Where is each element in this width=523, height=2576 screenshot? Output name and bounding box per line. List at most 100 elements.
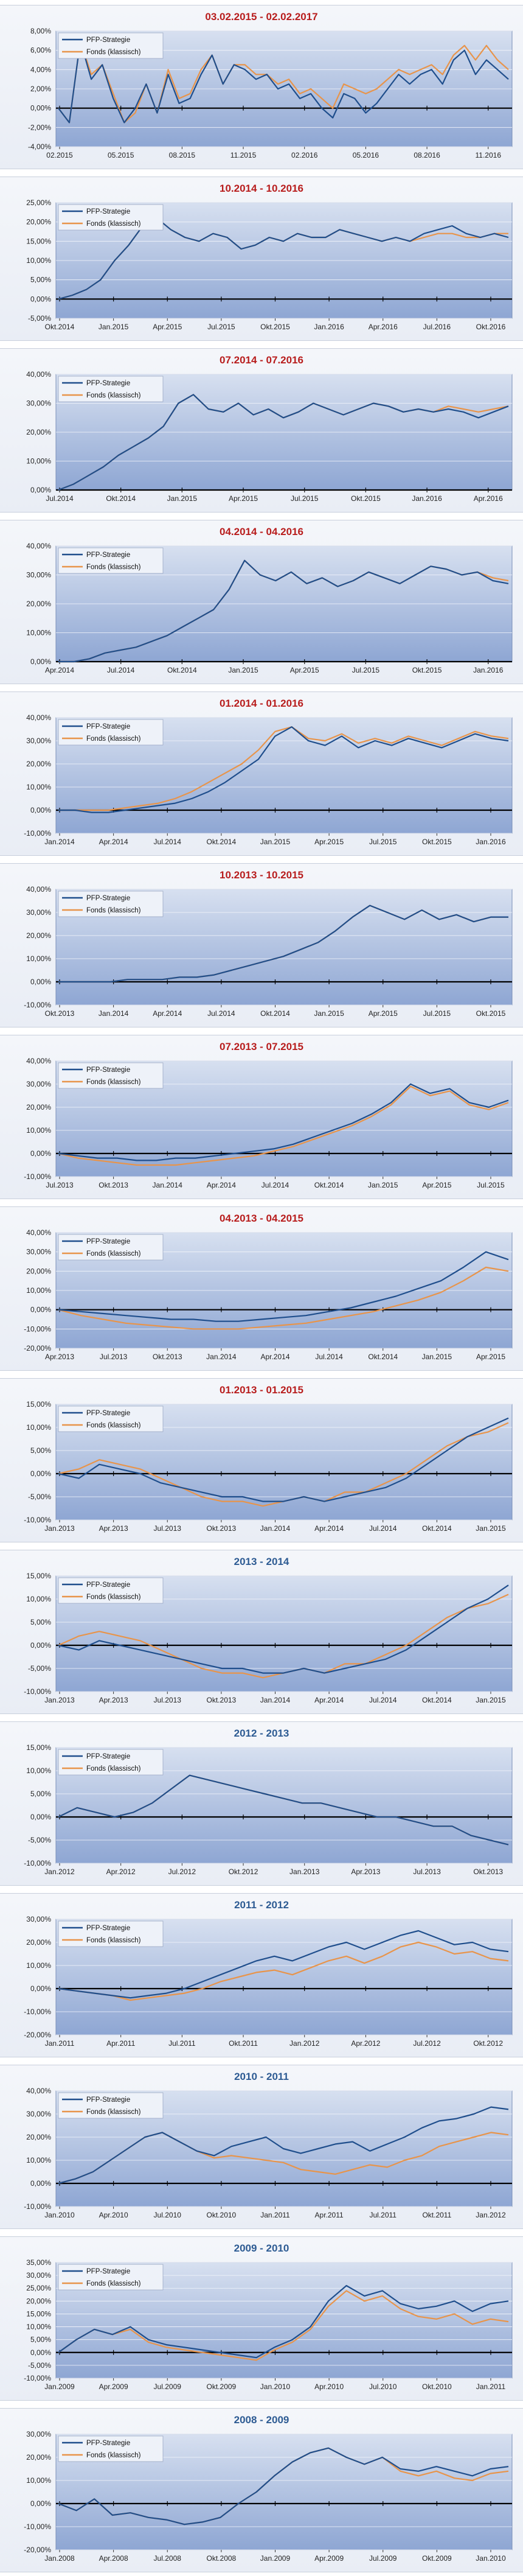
x-tick-label: Apr.2009: [99, 2382, 128, 2391]
legend-box: [58, 1062, 164, 1089]
legend: PFP-Strategie Fonds (klassisch): [58, 1405, 164, 1432]
y-tick-label: 40,00%: [26, 542, 51, 550]
y-tick-label: 10,00%: [26, 1766, 51, 1775]
y-tick-label: -10,00%: [24, 1516, 51, 1524]
x-tick-label: Okt.2014: [260, 1009, 290, 1018]
x-tick-label: Jan.2016: [314, 323, 344, 331]
y-tick-label: 30,00%: [26, 737, 51, 745]
x-tick-label: Jan.2015: [167, 494, 198, 503]
line-chart: 2009 - 2010 35,00% 30,00% 25,00% 20,00% 15,00…: [24, 2242, 513, 2391]
legend-label-pfp: PFP-Strategie: [86, 2096, 130, 2104]
line-chart: 04.2013 - 04.2015 40,00% 30,00% 20,00% 10,00…: [24, 1213, 513, 1361]
line-chart: 2010 - 2011 40,00% 30,00% 20,00% 10,00% 0,00%…: [24, 2071, 513, 2219]
x-tick-label: Jul.2013: [46, 1181, 74, 1189]
legend-box: [58, 891, 164, 917]
chart-title: 10.2013 - 10.2015: [220, 869, 303, 881]
x-tick-label: Apr.2015: [290, 666, 319, 674]
x-tick-label: Apr.2012: [106, 1867, 136, 1876]
series-line-pfp-strategie: [58, 1930, 509, 1999]
x-tick-label: Okt.2014: [368, 1353, 398, 1361]
legend-label-pfp: PFP-Strategie: [86, 208, 130, 215]
x-tick-label: Apr.2013: [99, 1524, 128, 1533]
y-tick-label: 4,00%: [30, 65, 51, 74]
series-line-pfp-strategie: [58, 217, 509, 300]
y-tick-label: 30,00%: [26, 1915, 51, 1923]
legend-box: [58, 1577, 164, 1604]
x-tick-label: Jan.2015: [99, 323, 129, 331]
series-line-pfp-strategie: [58, 2106, 509, 2185]
chart-panel: 10.2013 - 10.2015 40,00% 30,00% 20,00% 10,00…: [0, 863, 523, 1027]
y-tick-label: -10,00%: [24, 829, 51, 838]
y-tick-label: -10,00%: [24, 2522, 51, 2531]
legend: PFP-Strategie Fonds (klassisch): [58, 376, 164, 402]
x-tick-label: Jan.2013: [44, 1696, 75, 1704]
x-tick-label: Okt.2013: [207, 1696, 237, 1704]
x-tick-label: Jul.2014: [262, 1181, 289, 1189]
y-tick-label: -5,00%: [28, 1836, 51, 1844]
legend-label-fonds: Fonds (klassisch): [86, 1250, 141, 1258]
legend: PFP-Strategie Fonds (klassisch): [58, 1234, 164, 1261]
y-tick-label: 20,00%: [26, 760, 51, 768]
y-tick-label: 20,00%: [26, 428, 51, 436]
y-tick-label: 40,00%: [26, 2087, 51, 2095]
x-tick-label: Jul.2015: [291, 494, 319, 503]
legend-label-fonds: Fonds (klassisch): [86, 735, 141, 743]
series-line-fonds-klassisch: [58, 2290, 509, 2361]
x-tick-label: Apr.2014: [207, 1181, 236, 1189]
legend-label-fonds: Fonds (klassisch): [86, 1765, 141, 1773]
legend-label-pfp: PFP-Strategie: [86, 1925, 130, 1932]
chart-title: 07.2013 - 07.2015: [220, 1041, 303, 1052]
x-tick-label: Jan.2015: [476, 1696, 506, 1704]
y-tick-label: -2,00%: [28, 123, 51, 131]
x-tick-label: Apr.2010: [314, 2382, 344, 2391]
x-tick-label: Apr.2014: [153, 1009, 182, 1018]
y-tick-label: -10,00%: [24, 2007, 51, 2016]
x-tick-label: Okt.2013: [45, 1009, 75, 1018]
x-tick-label: 08.2015: [169, 151, 196, 159]
x-tick-label: Jul.2010: [369, 2382, 397, 2391]
x-tick-label: Okt.2015: [351, 494, 381, 503]
chart-title: 04.2014 - 04.2016: [220, 526, 303, 537]
series-line-pfp-strategie: [58, 905, 508, 983]
chart-panel: 03.02.2015 - 02.02.2017 8,00% 6,00% 4,00% 2,…: [0, 5, 523, 169]
y-tick-label: 10,00%: [26, 2476, 51, 2485]
x-tick-label: Apr.2013: [351, 1867, 380, 1876]
y-tick-label: 0,00%: [30, 657, 51, 666]
legend: PFP-Strategie Fonds (klassisch): [58, 2092, 164, 2119]
line-chart: 07.2013 - 07.2015 40,00% 30,00% 20,00% 10,00…: [24, 1041, 513, 1189]
chart-panel: 07.2013 - 07.2015 40,00% 30,00% 20,00% 10,00…: [0, 1035, 523, 1199]
line-chart: 2012 - 2013 15,00% 10,00% 5,00% 0,00% -5,00% -…: [24, 1727, 513, 1876]
x-tick-label: Jan.2014: [260, 1524, 291, 1533]
y-tick-label: -10,00%: [24, 1859, 51, 1867]
x-tick-label: Apr.2015: [369, 1009, 398, 1018]
y-tick-label: 0,00%: [30, 1813, 51, 1821]
x-tick-label: Jul.2013: [154, 1696, 182, 1704]
legend-box: [58, 2435, 164, 2462]
x-tick-label: Okt.2016: [476, 323, 506, 331]
x-tick-label: Jul.2009: [369, 2554, 397, 2563]
x-tick-label: Okt.2013: [153, 1353, 182, 1361]
line-chart: 2008 - 2009 30,00% 20,00% 10,00% 0,00% -10,00…: [24, 2414, 513, 2563]
series-line-fonds-klassisch: [58, 1941, 509, 2001]
x-tick-label: Apr.2013: [45, 1353, 74, 1361]
legend-label-pfp: PFP-Strategie: [86, 1410, 130, 1417]
legend-label-fonds: Fonds (klassisch): [86, 2452, 141, 2459]
chart-title: 07.2014 - 07.2016: [220, 354, 303, 366]
y-tick-label: 0,00%: [30, 1469, 51, 1478]
legend-box: [58, 2092, 164, 2119]
legend-box: [58, 1920, 164, 1947]
y-tick-label: 15,00%: [26, 2309, 51, 2318]
y-tick-label: 20,00%: [26, 2133, 51, 2141]
legend-label-pfp: PFP-Strategie: [86, 723, 130, 730]
x-tick-label: Okt.2010: [422, 2382, 452, 2391]
legend: PFP-Strategie Fonds (klassisch): [58, 547, 164, 574]
y-tick-label: 20,00%: [26, 1103, 51, 1111]
line-chart: 2011 - 2012 30,00% 20,00% 10,00% 0,00% -10,00…: [24, 1899, 513, 2048]
legend: PFP-Strategie Fonds (klassisch): [58, 2264, 164, 2291]
series-line-fonds-klassisch: [58, 726, 509, 811]
y-tick-label: 20,00%: [26, 600, 51, 608]
y-tick-label: 10,00%: [26, 1423, 51, 1432]
y-tick-label: 5,00%: [30, 276, 51, 284]
x-tick-label: Okt.2015: [422, 838, 452, 846]
series-line-fonds-klassisch: [58, 40, 509, 124]
